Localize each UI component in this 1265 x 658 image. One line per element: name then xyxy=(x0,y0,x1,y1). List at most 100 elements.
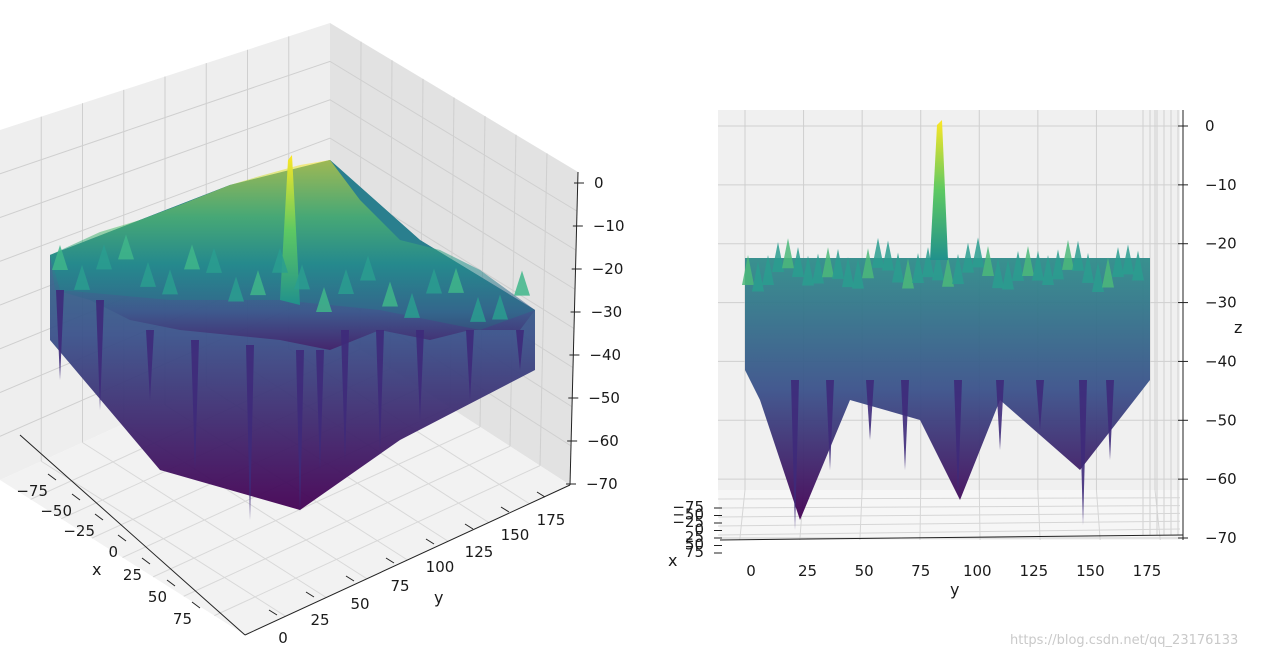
z-tick-label: −10 xyxy=(1205,176,1237,194)
surface-ridge xyxy=(96,244,112,270)
surface-ridge xyxy=(382,281,398,307)
surface-ridge xyxy=(294,264,310,290)
surface-spike xyxy=(901,380,909,470)
surface-ridge xyxy=(118,234,134,260)
z-tick-label: −60 xyxy=(1205,470,1237,488)
surface-spike xyxy=(866,380,874,440)
surface-spike xyxy=(341,330,349,460)
surface-ridge xyxy=(492,294,508,320)
z-tick-label: −60 xyxy=(587,432,619,450)
y-tick-label: 0 xyxy=(278,629,288,647)
surface-ridge xyxy=(982,245,994,276)
surface-ridge xyxy=(942,256,954,287)
left-x-axis-label: x xyxy=(92,560,101,579)
x-tick-label: 25 xyxy=(123,566,142,584)
right-z-axis-label: z xyxy=(1234,318,1242,337)
surface-ridge xyxy=(228,276,244,302)
surface-spike xyxy=(246,345,254,520)
left-panel: 0−10−20−30−40−50−60−70 −75−50−250255075 … xyxy=(0,23,625,647)
surface-ridge xyxy=(972,237,984,268)
watermark-text: https://blog.csdn.net/qq_23176133 xyxy=(1010,633,1238,648)
surface-ridge xyxy=(514,270,530,296)
surface-ridge xyxy=(782,238,794,269)
z-tick-label: −40 xyxy=(1205,352,1237,370)
surface-ridge xyxy=(802,255,814,286)
x-tick-label: −25 xyxy=(672,513,704,531)
surface-ridge xyxy=(1072,240,1084,271)
surface-ridge xyxy=(952,253,964,284)
surface-ridge xyxy=(1122,244,1134,275)
surface-spike xyxy=(1106,380,1114,460)
surface-ridge xyxy=(250,270,266,296)
surface-ridge xyxy=(1092,262,1104,293)
z-tick-label: −50 xyxy=(1205,411,1237,429)
surface-ridge xyxy=(772,241,784,272)
surface-ridge xyxy=(912,253,924,284)
surface-ridge xyxy=(932,250,944,281)
z-tick-label: −20 xyxy=(1205,235,1237,253)
surface-ridge xyxy=(1032,250,1044,281)
surface-ridge xyxy=(922,247,934,278)
z-tick-label: 0 xyxy=(594,174,604,192)
surface-ridge xyxy=(762,254,774,285)
surface-ridge xyxy=(852,258,864,289)
x-tick-label: 75 xyxy=(685,543,704,561)
y-tick-label: 125 xyxy=(465,543,494,561)
y-tick-label: 25 xyxy=(798,562,817,580)
surface-ridge xyxy=(892,252,904,283)
surface-ridge xyxy=(812,253,824,284)
surface-ridge xyxy=(52,245,68,270)
surface-ridge xyxy=(470,296,486,322)
surface-ridge xyxy=(752,261,764,292)
surface-ridge xyxy=(272,247,288,273)
x-tick-label: 0 xyxy=(694,521,704,539)
y-tick-label: 50 xyxy=(855,562,874,580)
y-tick-label: 175 xyxy=(1133,562,1162,580)
surface-ridge xyxy=(822,247,834,278)
surface-spike xyxy=(296,350,304,512)
surface-ridge xyxy=(184,244,200,270)
y-tick-label: 175 xyxy=(537,511,566,529)
surface-spike xyxy=(1079,380,1087,525)
surface-ridge xyxy=(316,286,332,312)
z-tick-label: −30 xyxy=(591,303,623,321)
surface-ridge xyxy=(1132,250,1144,281)
surface-ridge xyxy=(902,258,914,289)
left-surface xyxy=(50,155,535,520)
surface-ridge xyxy=(140,261,156,287)
surface-ridge xyxy=(882,240,894,271)
x-tick-label: −25 xyxy=(63,522,95,540)
surface-ridge xyxy=(1002,259,1014,290)
surface-ridge xyxy=(962,242,974,273)
right-x-axis-label: x xyxy=(668,551,677,570)
left-z-ticks: 0 −10 −20 −30 −40 −50 −60 −70 xyxy=(566,174,625,493)
surface-spike xyxy=(1036,380,1044,430)
surface-spike xyxy=(466,330,474,400)
left-y-ticks: 0 25 50 75 100 125 150 175 xyxy=(268,491,566,647)
surface-spike xyxy=(996,380,1004,450)
right-peak xyxy=(930,120,948,260)
z-tick-label: −70 xyxy=(586,475,618,493)
surface-ridge xyxy=(742,255,754,285)
right-z-ticks: 0 −10 −20 −30 −40 −50 −60 −70 xyxy=(1178,117,1237,547)
surface-ridge xyxy=(1082,252,1094,283)
surface-ridge xyxy=(338,269,354,295)
surface-ridge xyxy=(1012,250,1024,281)
surface-ridge xyxy=(1022,245,1034,276)
surface-ridge xyxy=(426,268,442,294)
z-tick-label: −20 xyxy=(592,260,624,278)
right-y-ticks: 0 25 50 75 100 125 150 175 xyxy=(746,562,1161,580)
surface-ridge xyxy=(1062,239,1074,270)
x-tick-label: 50 xyxy=(685,536,704,554)
surface-spike xyxy=(954,380,962,495)
surface-ridge xyxy=(162,269,178,295)
surface-spike xyxy=(791,380,799,530)
x-tick-label: 0 xyxy=(108,543,118,561)
surface-ridge xyxy=(872,237,884,268)
y-tick-label: 150 xyxy=(501,526,530,544)
y-tick-label: 150 xyxy=(1076,562,1105,580)
x-tick-label: −50 xyxy=(672,506,704,524)
surface-ridge xyxy=(404,292,420,318)
